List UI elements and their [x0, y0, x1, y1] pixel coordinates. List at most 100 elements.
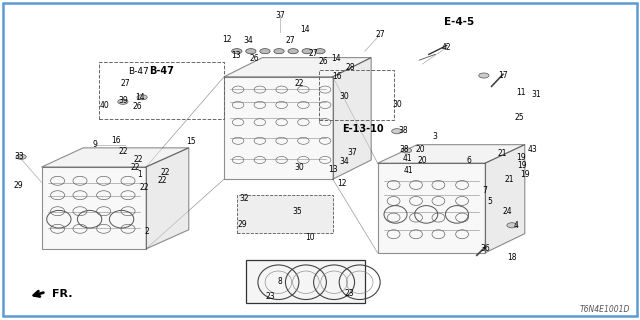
Text: E-4-5: E-4-5 — [444, 17, 474, 28]
Text: 22: 22 — [118, 147, 127, 156]
Text: 31: 31 — [531, 90, 541, 99]
Circle shape — [118, 99, 128, 104]
Text: 40: 40 — [99, 101, 109, 110]
Text: 4: 4 — [513, 221, 518, 230]
Text: 35: 35 — [292, 207, 302, 216]
Text: 42: 42 — [442, 43, 452, 52]
Bar — [319, 70, 394, 120]
Text: 16: 16 — [332, 72, 342, 81]
Text: 22: 22 — [161, 168, 170, 177]
Text: 27: 27 — [375, 30, 385, 39]
Text: 1: 1 — [137, 170, 142, 179]
Polygon shape — [378, 145, 525, 163]
Text: 26: 26 — [132, 102, 142, 111]
Text: 3: 3 — [433, 132, 438, 141]
Polygon shape — [485, 145, 525, 253]
Text: 38: 38 — [399, 145, 410, 154]
Text: B-47: B-47 — [149, 66, 174, 76]
Text: 14: 14 — [300, 25, 310, 34]
Text: 26: 26 — [249, 54, 259, 63]
Text: 36: 36 — [480, 244, 490, 253]
Circle shape — [392, 129, 402, 134]
Text: 2: 2 — [145, 227, 150, 236]
Circle shape — [479, 73, 489, 78]
Text: 22: 22 — [295, 79, 304, 88]
Circle shape — [137, 95, 147, 100]
Text: 43: 43 — [527, 145, 538, 154]
Text: 41: 41 — [403, 166, 413, 175]
Text: 34: 34 — [243, 36, 253, 45]
Polygon shape — [378, 163, 485, 253]
Polygon shape — [333, 58, 371, 179]
Text: 21: 21 — [497, 149, 506, 158]
Text: 7: 7 — [483, 186, 488, 195]
Text: 20: 20 — [415, 145, 426, 154]
Circle shape — [401, 148, 412, 153]
Text: 22: 22 — [134, 155, 143, 164]
Text: 5: 5 — [488, 197, 493, 206]
Text: 9: 9 — [92, 140, 97, 149]
Bar — [99, 62, 224, 119]
Text: 23: 23 — [265, 292, 275, 301]
Text: 24: 24 — [502, 207, 512, 216]
Text: 8: 8 — [278, 277, 283, 286]
Text: 30: 30 — [392, 100, 402, 109]
Text: 30: 30 — [294, 163, 305, 172]
Text: 39: 39 — [118, 96, 129, 105]
Circle shape — [315, 49, 325, 54]
Text: 17: 17 — [498, 71, 508, 80]
Text: 25: 25 — [515, 113, 525, 122]
Circle shape — [274, 49, 284, 54]
Text: 19: 19 — [517, 161, 527, 170]
Polygon shape — [42, 167, 146, 249]
Circle shape — [288, 49, 298, 54]
Text: 29: 29 — [237, 220, 247, 229]
Text: 13: 13 — [230, 51, 241, 60]
Text: 20: 20 — [417, 156, 428, 165]
Polygon shape — [146, 148, 189, 249]
Text: FR.: FR. — [52, 289, 73, 299]
Text: 26: 26 — [318, 57, 328, 66]
Text: 15: 15 — [186, 137, 196, 146]
Text: 19: 19 — [520, 170, 530, 179]
Text: 13: 13 — [328, 165, 338, 174]
Text: 27: 27 — [308, 49, 319, 58]
Text: 37: 37 — [275, 11, 285, 20]
Text: 14: 14 — [135, 93, 145, 102]
Text: 12: 12 — [337, 179, 346, 188]
Text: 11: 11 — [516, 88, 525, 97]
Polygon shape — [42, 148, 189, 167]
Text: E-13-10: E-13-10 — [342, 124, 383, 134]
Text: 32: 32 — [239, 194, 250, 203]
Text: 27: 27 — [120, 79, 131, 88]
Text: 29: 29 — [13, 181, 23, 190]
Text: 10: 10 — [305, 233, 315, 242]
Text: 41: 41 — [402, 154, 412, 163]
Circle shape — [232, 49, 242, 54]
Text: 18: 18 — [508, 253, 516, 262]
Polygon shape — [224, 77, 333, 179]
Text: 22: 22 — [131, 163, 140, 172]
Polygon shape — [237, 195, 333, 233]
Text: 37: 37 — [347, 148, 357, 157]
Circle shape — [260, 49, 270, 54]
Text: 28: 28 — [346, 63, 355, 72]
Text: B-47: B-47 — [128, 67, 148, 76]
Text: 30: 30 — [339, 92, 349, 101]
Circle shape — [507, 223, 517, 228]
Text: 34: 34 — [339, 157, 349, 166]
Text: 38: 38 — [398, 126, 408, 135]
Text: 16: 16 — [111, 136, 122, 145]
Text: 23: 23 — [344, 289, 355, 298]
Circle shape — [302, 49, 312, 54]
Text: 22: 22 — [140, 183, 148, 192]
Polygon shape — [224, 58, 371, 77]
Text: 12: 12 — [223, 35, 232, 44]
Text: 33: 33 — [14, 152, 24, 161]
Text: 14: 14 — [331, 54, 341, 63]
Polygon shape — [246, 260, 365, 303]
Text: 21: 21 — [505, 175, 514, 184]
Text: 19: 19 — [516, 153, 526, 162]
Circle shape — [16, 154, 26, 159]
Text: 22: 22 — [157, 176, 166, 185]
